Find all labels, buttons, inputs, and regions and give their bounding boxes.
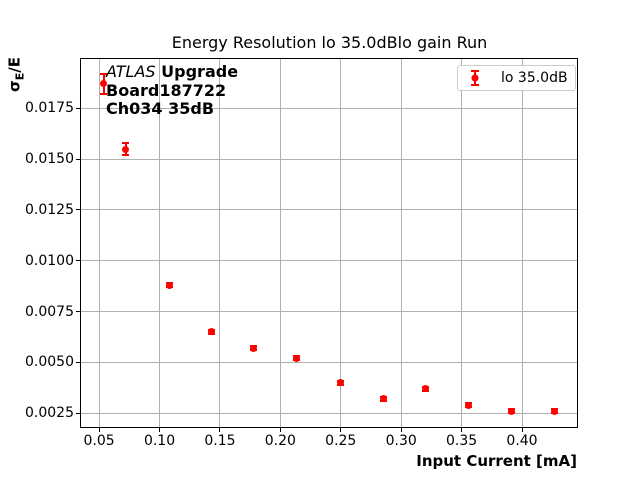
x-tick-label: 0.30 (385, 433, 417, 449)
y-gridline (81, 412, 577, 414)
y-tickmark (76, 311, 80, 313)
y-tick-label: 0.0150 (25, 151, 74, 168)
x-tickmark (521, 428, 523, 432)
x-gridline (279, 59, 281, 427)
error-bar-cap-bottom (100, 93, 108, 96)
data-point (250, 344, 258, 352)
x-gridline (340, 59, 342, 427)
data-point (507, 407, 515, 415)
x-tickmark (279, 428, 281, 432)
y-tick-label: 0.0025 (25, 405, 74, 422)
y-tickmark (76, 361, 80, 363)
error-bar-cap-top (122, 141, 130, 144)
x-gridline (461, 59, 463, 427)
y-tick-label: 0.0075 (25, 303, 74, 320)
x-tick-label: 0.25 (325, 433, 357, 449)
x-gridline (159, 59, 161, 427)
y-tickmark (76, 158, 80, 160)
y-tick-label: 0.0125 (25, 201, 74, 218)
data-point (337, 379, 345, 387)
y-tick-label: 0.0050 (25, 354, 74, 371)
upgrade-label: Upgrade (161, 62, 239, 81)
plot-area (80, 58, 578, 428)
y-gridline (81, 260, 577, 262)
x-tickmark (98, 428, 100, 432)
x-tick-label: 0.10 (143, 433, 176, 449)
y-axis-label: σE/E (5, 57, 27, 92)
y-tickmark (76, 209, 80, 211)
y-gridline (81, 311, 577, 313)
y-gridline (81, 209, 577, 211)
x-tick-label: 0.20 (264, 433, 296, 449)
chart-title: Energy Resolution lo 35.0dBlo gain Run (171, 33, 488, 52)
data-point (421, 385, 429, 393)
data-point (379, 395, 387, 403)
y-gridline (81, 361, 577, 363)
x-gridline (98, 59, 100, 427)
x-gridline (521, 59, 523, 427)
data-point (292, 354, 300, 362)
x-tick-label: 0.15 (204, 433, 236, 449)
x-tickmark (219, 428, 221, 432)
x-tickmark (461, 428, 463, 432)
y-tickmark (76, 260, 80, 262)
x-tickmark (400, 428, 402, 432)
data-point (551, 407, 559, 415)
data-point (207, 328, 215, 336)
x-gridline (400, 59, 402, 427)
y-tickmark (76, 412, 80, 414)
x-tickmark (159, 428, 161, 432)
x-tick-label: 0.05 (83, 433, 115, 449)
y-gridline (81, 158, 577, 160)
data-point (165, 281, 173, 289)
legend-series-label: lo 35.0dB (501, 70, 568, 86)
data-point (122, 145, 130, 153)
annotation-line-3: Ch034 35dB (106, 99, 215, 119)
annotation-text: ATLAS Upgrade Board187722 Ch034 35dB (106, 62, 239, 119)
data-point (465, 401, 473, 409)
y-gridline (81, 107, 577, 109)
x-tick-label: 0.35 (446, 433, 478, 449)
y-tickmark (76, 107, 80, 109)
legend-box: lo 35.0dB (457, 65, 576, 91)
x-tickmark (340, 428, 342, 432)
data-point (100, 80, 108, 88)
y-tick-label: 0.0100 (25, 252, 74, 269)
x-axis-label: Input Current [mA] (416, 452, 577, 470)
annotation-line-2: Board187722 (106, 80, 227, 100)
atlas-label: ATLAS (106, 62, 156, 81)
error-bar-cap-top (100, 72, 108, 75)
x-tick-label: 0.40 (506, 433, 538, 449)
annotation-line-1: ATLAS Upgrade (106, 62, 239, 82)
errorbar-marker-icon (465, 68, 485, 88)
error-bar-cap-bottom (122, 154, 130, 157)
x-gridline (219, 59, 221, 427)
y-tick-label: 0.0175 (25, 100, 74, 117)
